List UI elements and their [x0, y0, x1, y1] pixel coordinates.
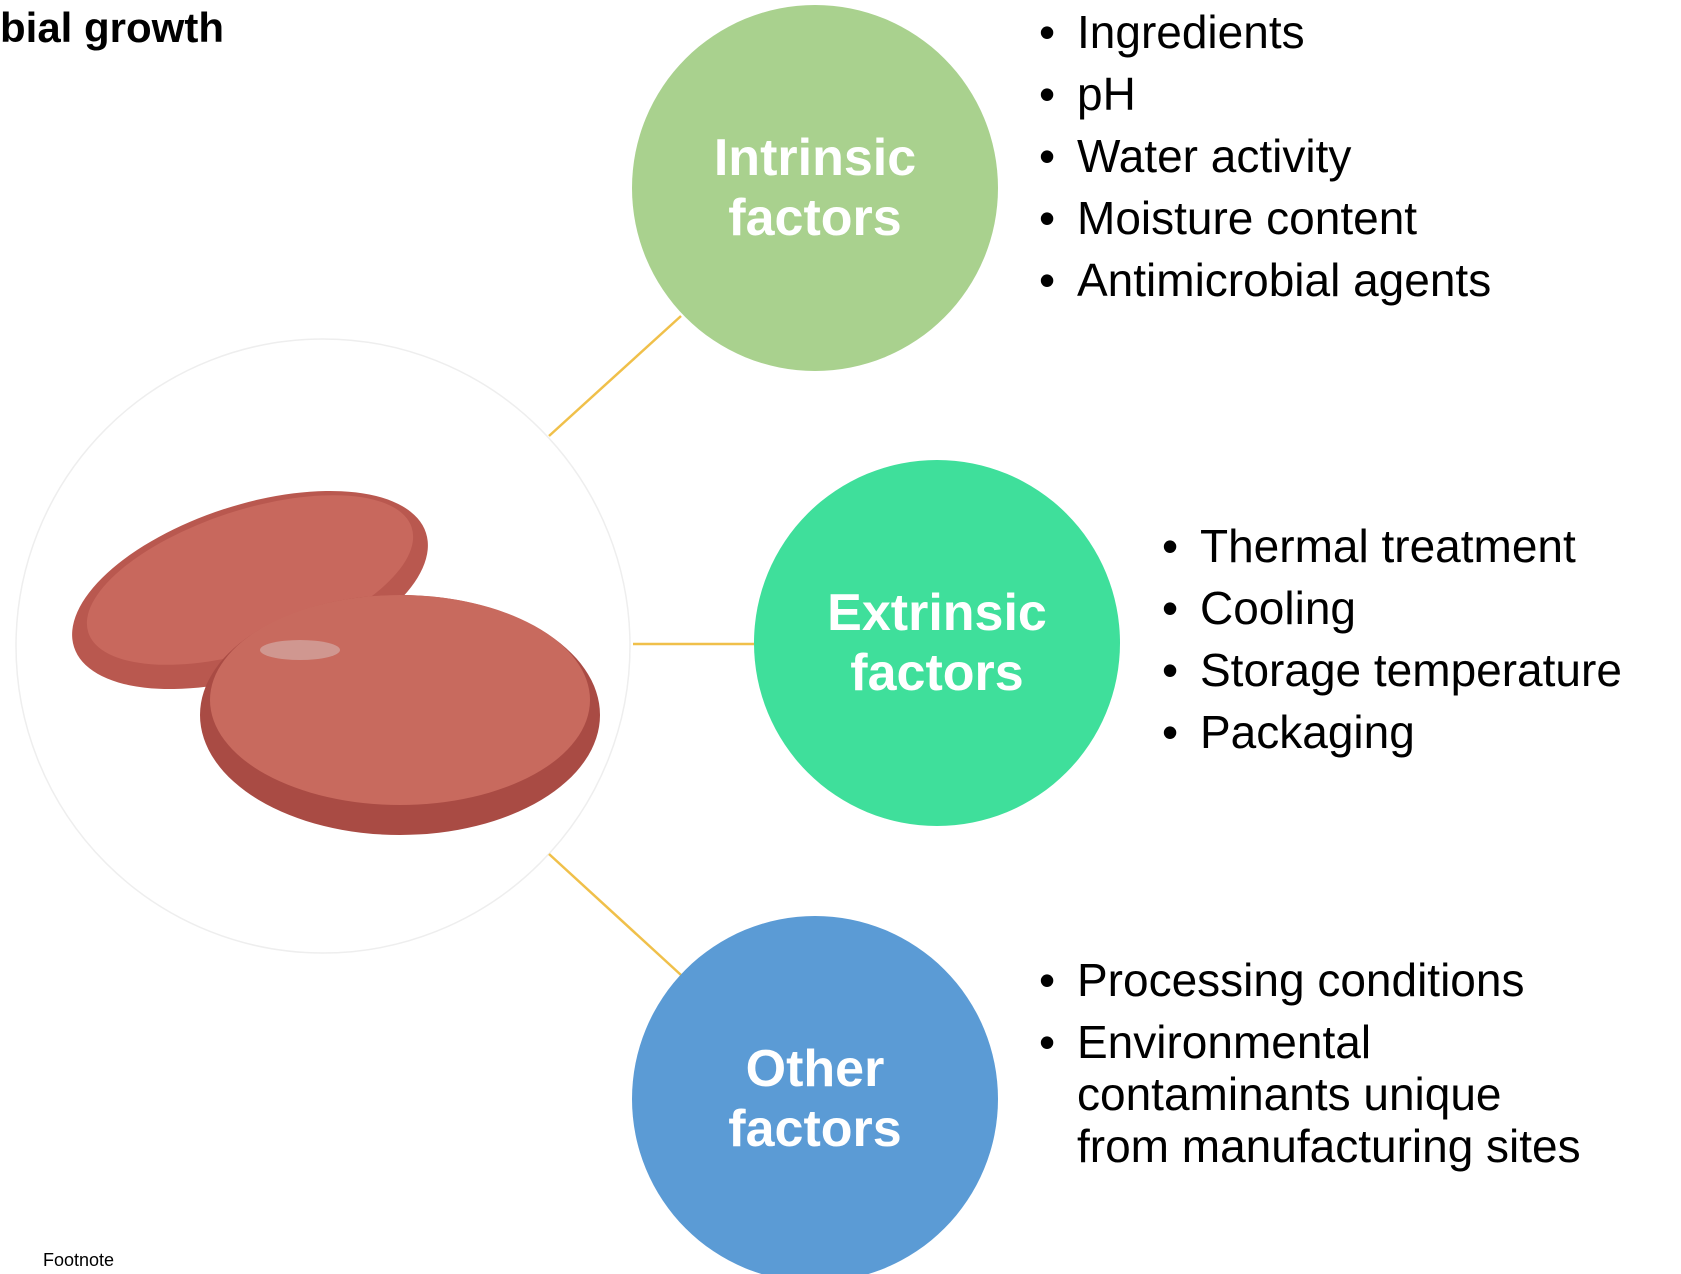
factor-item: Thermal treatment	[1200, 520, 1681, 572]
factor-item: Cooling	[1200, 582, 1681, 634]
factor-label: Extrinsic factors	[787, 583, 1087, 703]
factor-list: Processing conditions Environmental conta…	[1039, 954, 1597, 1182]
factor-item: Moisture content	[1077, 192, 1597, 244]
title: bial growth	[0, 4, 224, 52]
connector	[549, 854, 681, 975]
factor-item: Packaging	[1200, 706, 1681, 758]
connector	[549, 316, 681, 436]
factor-label: Other factors	[665, 1039, 965, 1159]
factor-item: Antimicrobial agents	[1077, 254, 1597, 306]
factor-list: Ingredients pH Water activity Moisture cont…	[1039, 6, 1597, 316]
factor-label: Intrinsic factors	[665, 128, 965, 248]
factor-item: Environmental contaminants unique from m…	[1077, 1016, 1597, 1172]
page: bial growth Footnote (() => { const data…	[0, 0, 1681, 1274]
factor-item: Water activity	[1077, 130, 1597, 182]
factor-item: Processing conditions	[1077, 954, 1597, 1006]
factor-item: Ingredients	[1077, 6, 1597, 58]
factor-item: Storage temperature	[1200, 644, 1681, 696]
factor-item: pH	[1077, 68, 1597, 120]
factor-list: Thermal treatment Cooling Storage temperat…	[1162, 520, 1681, 768]
footnote: Footnote	[43, 1250, 114, 1271]
